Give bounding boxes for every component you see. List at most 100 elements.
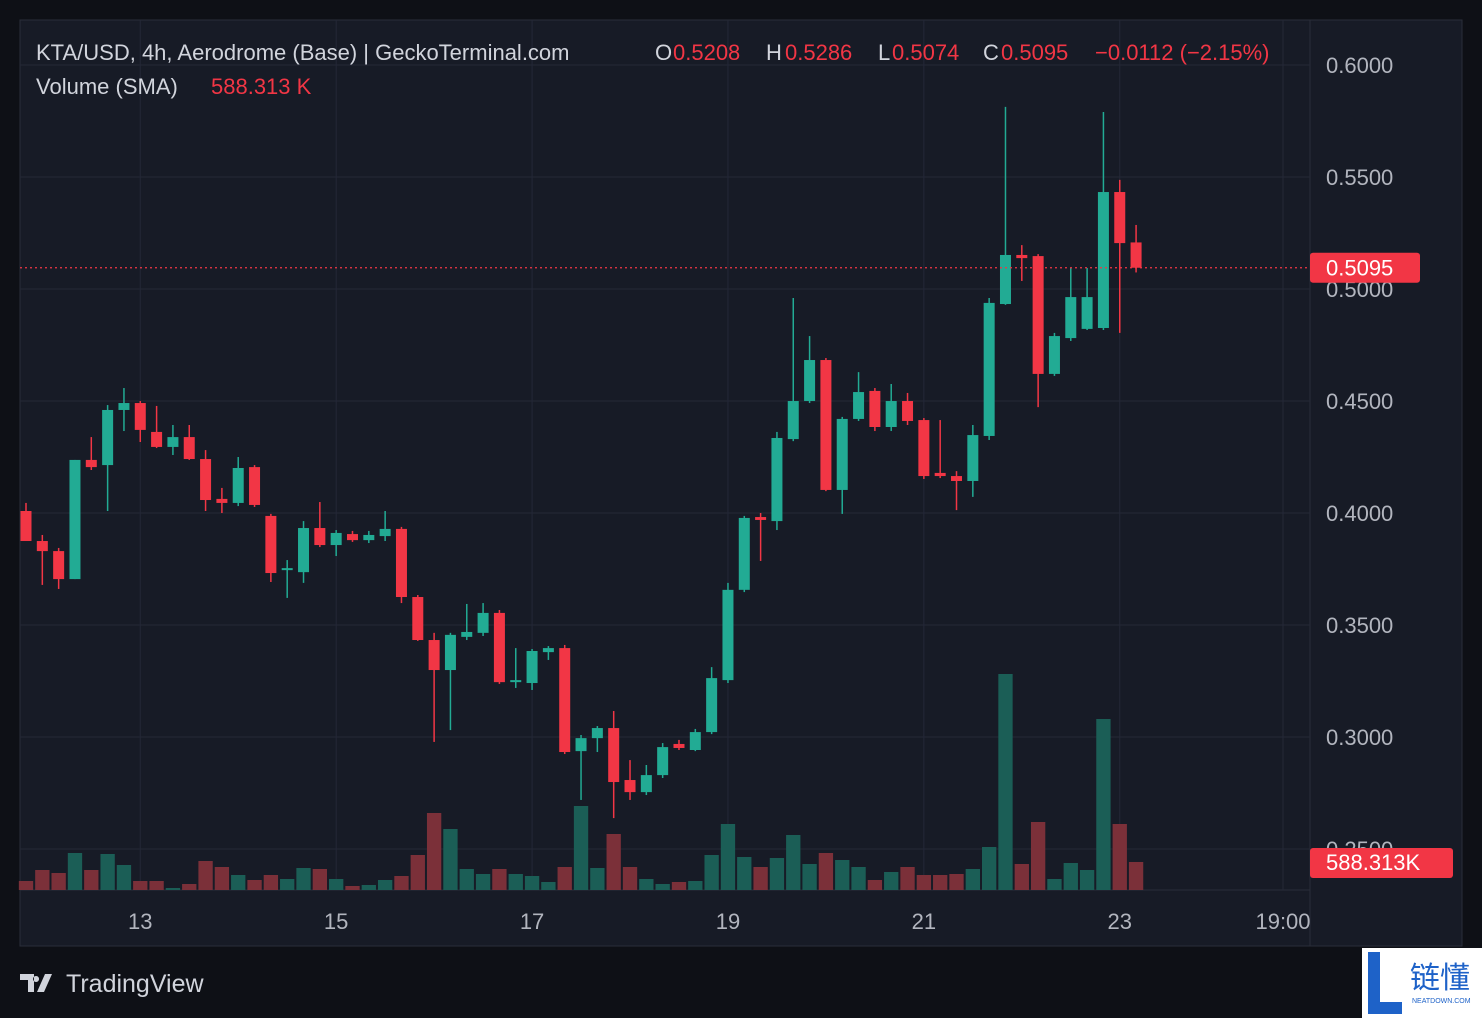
candle-body	[298, 528, 310, 573]
y-tick-label: 0.4000	[1326, 501, 1393, 526]
volume-bar	[949, 874, 964, 890]
candle-body	[934, 472, 946, 477]
x-tick-label: 13	[128, 909, 152, 934]
candle-body	[755, 517, 767, 520]
candle-body	[428, 640, 440, 671]
volume-bar	[508, 874, 523, 890]
legend-high-label: H	[766, 40, 782, 65]
watermark-mark	[1368, 952, 1402, 1014]
volume-bar	[492, 869, 507, 890]
volume-bar	[1112, 824, 1127, 890]
volume-bar	[1030, 822, 1046, 890]
volume-bar	[737, 857, 752, 890]
candle-body	[1048, 336, 1060, 374]
candle-body	[1097, 192, 1109, 328]
candle-body	[232, 467, 244, 503]
volume-legend-value: 588.313 K	[211, 74, 312, 99]
volume-bar	[916, 875, 932, 890]
candle-body	[902, 401, 914, 421]
y-tick-label: 0.3500	[1326, 613, 1393, 638]
volume-bar	[18, 881, 34, 890]
volume-bar	[459, 869, 474, 890]
volume-bar	[1096, 719, 1111, 890]
volume-bar	[329, 879, 344, 890]
volume-value-box	[1310, 847, 1453, 878]
y-tick-label: 0.4500	[1326, 389, 1393, 414]
legend-open-label: O	[655, 40, 672, 65]
volume-bar	[1047, 879, 1062, 890]
candle-body	[20, 510, 32, 542]
tradingview-logo: TradingView	[20, 970, 205, 998]
legend: KTA/USD, 4h, Aerodrome (Base) | GeckoTer…	[36, 40, 570, 65]
volume-bar	[998, 674, 1013, 890]
volume-bar	[345, 886, 360, 890]
volume-bar	[590, 868, 605, 890]
candle-body	[706, 678, 718, 733]
candle-body	[999, 254, 1011, 305]
candle-body	[787, 401, 799, 440]
volume-bar	[410, 855, 425, 890]
candle-body	[951, 476, 963, 481]
candle-body	[608, 728, 620, 783]
candle-body	[363, 534, 375, 541]
candle-body	[69, 459, 81, 580]
candle-body	[53, 551, 65, 580]
volume-bar	[688, 881, 703, 890]
volume-value-label: 588.313K	[1326, 850, 1421, 875]
volume-bar	[622, 867, 638, 890]
candle-body	[216, 498, 228, 503]
volume-bar	[361, 885, 376, 890]
candle-layer	[20, 106, 1142, 819]
volume-bar	[655, 884, 670, 890]
candle-body	[820, 360, 832, 490]
candle-body	[722, 589, 734, 681]
candle-body	[1081, 297, 1093, 329]
volume-bar	[247, 880, 262, 890]
volume-bar	[835, 860, 850, 890]
volume-bar	[965, 869, 980, 890]
legend-low-label: L	[878, 40, 890, 65]
volume-bar	[35, 870, 50, 890]
legend-low: 0.5074	[892, 40, 959, 65]
volume-bar	[541, 882, 556, 890]
legend-change: −0.0112 (−2.15%)	[1095, 40, 1270, 65]
candle-body	[85, 459, 97, 468]
candle-body	[1114, 192, 1126, 244]
candle-body	[249, 467, 261, 505]
last-price-label: 0.5095	[1326, 256, 1393, 281]
volume-bar	[165, 888, 181, 890]
candle-body	[967, 435, 979, 481]
volume-bar	[312, 869, 328, 890]
x-tick-label: 15	[324, 909, 348, 934]
candle-body	[134, 403, 146, 430]
volume-bar	[933, 875, 948, 890]
volume-bar	[786, 835, 801, 890]
candle-body	[1130, 242, 1142, 268]
candle-body	[836, 418, 848, 490]
volume-bar	[116, 865, 132, 890]
candle-body	[477, 612, 489, 633]
volume-bar	[639, 879, 654, 890]
candle-body	[493, 612, 505, 683]
volume-bar	[84, 870, 99, 890]
candle-body	[395, 528, 407, 598]
volume-bar	[884, 872, 899, 890]
candle-body	[738, 517, 750, 590]
candle-body	[151, 431, 163, 447]
candle-body	[575, 738, 587, 752]
volume-bar	[818, 853, 834, 890]
candle-body	[853, 392, 865, 419]
logo-mark	[20, 974, 52, 992]
candle-body	[559, 648, 571, 753]
overlay-layer: 0.5095 588.313K	[20, 252, 1453, 878]
legend-close: 0.5095	[1001, 40, 1068, 65]
candle-body	[804, 360, 816, 402]
volume-bar	[280, 879, 295, 890]
candle-body	[102, 409, 114, 466]
volume-bar	[231, 875, 246, 890]
watermark-text: 链懂	[1410, 961, 1470, 996]
legend-high: 0.5286	[785, 40, 852, 65]
volume-bar	[573, 806, 589, 890]
volume-bar	[377, 880, 393, 890]
